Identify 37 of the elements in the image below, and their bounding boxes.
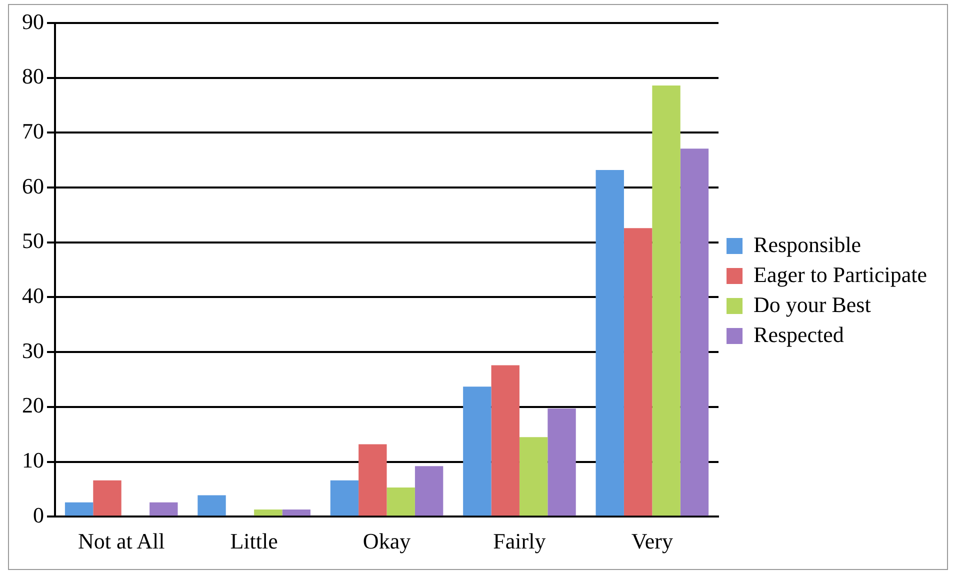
- bar: [548, 408, 576, 516]
- bar: [680, 148, 709, 516]
- bar: [519, 437, 548, 516]
- y-tick-label: 70: [22, 118, 44, 144]
- bar: [596, 170, 624, 516]
- bar: [491, 365, 520, 516]
- bar: [150, 502, 178, 516]
- y-tick-label: 20: [22, 392, 44, 418]
- bar: [386, 488, 415, 516]
- x-tick-label: Fairly: [493, 528, 546, 554]
- bar: [93, 480, 122, 516]
- legend-label: Responsible: [754, 232, 862, 257]
- x-tick-label: Okay: [362, 528, 411, 554]
- bar: [414, 466, 444, 516]
- x-tick-label: Very: [631, 528, 673, 554]
- bar: [254, 509, 282, 516]
- bar: [463, 386, 492, 516]
- y-tick-label: 10: [22, 448, 44, 473]
- bar: [358, 444, 387, 516]
- bar: [624, 228, 652, 516]
- legend-label: Do your Best: [754, 292, 871, 317]
- y-tick-label: 0: [33, 502, 44, 528]
- bar: [330, 480, 359, 516]
- x-tick-label: Little: [230, 528, 278, 554]
- bar: [64, 502, 94, 516]
- bar: [282, 509, 310, 516]
- y-tick-label: 90: [22, 8, 44, 34]
- legend-label: Eager to Participate: [754, 262, 928, 287]
- legend-label: Respected: [754, 322, 844, 347]
- y-tick-label: 60: [22, 173, 44, 198]
- y-tick-label: 30: [22, 338, 44, 363]
- bar: [652, 86, 680, 516]
- y-tick-label: 40: [22, 283, 44, 308]
- x-tick-label: Not at All: [78, 528, 165, 554]
- y-tick-label: 50: [22, 228, 44, 254]
- y-tick-label: 80: [22, 64, 44, 89]
- bar: [198, 495, 226, 516]
